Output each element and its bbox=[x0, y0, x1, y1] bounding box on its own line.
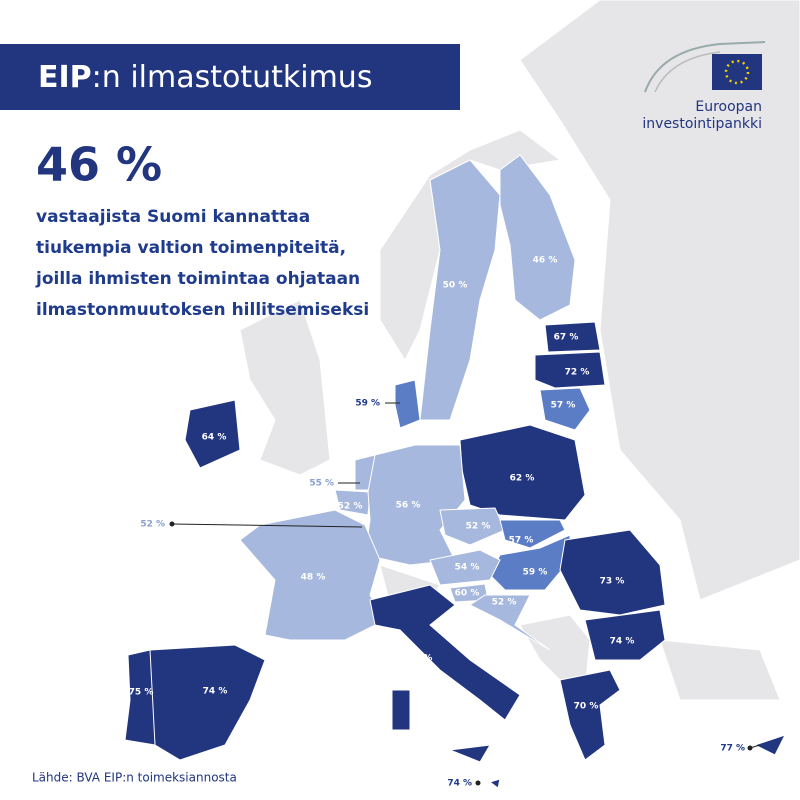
value-label: 60 % bbox=[455, 589, 480, 599]
country bbox=[184, 399, 241, 469]
headline-text: vastaajista Suomi kannattaa bbox=[36, 207, 310, 227]
logo-arc bbox=[644, 41, 766, 93]
eu-flag bbox=[712, 54, 762, 90]
country bbox=[559, 529, 666, 616]
value-label: 59 % bbox=[355, 399, 380, 409]
dot bbox=[169, 521, 175, 527]
country bbox=[488, 778, 501, 789]
value-label: 52 % bbox=[338, 502, 363, 512]
dot bbox=[475, 780, 481, 786]
headline-text: joilla ihmisten toimintaa ohjataan bbox=[35, 269, 360, 289]
country bbox=[391, 689, 411, 731]
title-band bbox=[0, 44, 460, 110]
title: EIP:n ilmastotutkimus bbox=[38, 60, 372, 95]
logo-text: investointipankki bbox=[642, 116, 762, 132]
country bbox=[369, 584, 521, 721]
value-label: 57 % bbox=[551, 401, 576, 411]
logo-arc bbox=[654, 51, 721, 93]
headline-figure: 46 % bbox=[36, 138, 162, 192]
map-labels: 46 % 50 % 67 % 72 % 57 % 59 % 64 % 62 % … bbox=[129, 256, 745, 789]
country bbox=[334, 489, 371, 516]
value-label: 70 % bbox=[574, 702, 599, 712]
value-label: 75 % bbox=[129, 688, 154, 698]
country bbox=[239, 509, 386, 641]
country bbox=[449, 744, 491, 763]
value-label: 52 % bbox=[140, 520, 165, 530]
dot bbox=[747, 745, 753, 751]
value-label: 52 % bbox=[492, 598, 517, 608]
value-label: 74 % bbox=[203, 687, 228, 697]
country bbox=[429, 549, 501, 586]
value-label: 75 % bbox=[408, 654, 433, 664]
country bbox=[544, 321, 601, 353]
value-label: 57 % bbox=[509, 536, 534, 546]
value-label: 54 % bbox=[455, 563, 480, 573]
eu-countries bbox=[124, 154, 786, 789]
country bbox=[459, 424, 586, 521]
value-label: 46 % bbox=[533, 256, 558, 266]
value-label: 73 % bbox=[600, 577, 625, 587]
headline-text: tiukempia valtion toimenpiteitä, bbox=[36, 238, 346, 258]
title-rest: :n ilmastotutkimus bbox=[92, 60, 373, 95]
value-label: 77 % bbox=[720, 744, 745, 754]
country bbox=[539, 387, 591, 431]
value-label: 48 % bbox=[301, 573, 326, 583]
eu-stars bbox=[724, 59, 750, 85]
land bbox=[519, 0, 800, 601]
country bbox=[753, 734, 786, 756]
logo-text: Euroopan bbox=[695, 99, 762, 115]
country bbox=[499, 519, 566, 549]
value-label: 59 % bbox=[523, 568, 548, 578]
value-label: 62 % bbox=[510, 474, 535, 484]
source: Lähde: BVA EIP:n toimeksiannosta bbox=[32, 771, 237, 785]
value-label: 72 % bbox=[565, 368, 590, 378]
country bbox=[469, 594, 551, 651]
title-bold: EIP bbox=[38, 60, 92, 95]
land bbox=[659, 639, 781, 701]
value-label: 56 % bbox=[396, 501, 421, 511]
value-label: 67 % bbox=[554, 333, 579, 343]
country bbox=[584, 609, 666, 661]
country bbox=[394, 379, 421, 429]
logo: Euroopan investointipankki bbox=[642, 41, 766, 132]
country bbox=[499, 154, 576, 321]
value-label: 55 % bbox=[309, 479, 334, 489]
land bbox=[239, 299, 331, 476]
country bbox=[124, 649, 156, 746]
leader bbox=[171, 523, 363, 528]
leader-lines bbox=[169, 402, 761, 786]
headline-text: ilmastonmuutoksen hillitsemiseksi bbox=[36, 300, 369, 320]
value-label: 52 % bbox=[466, 522, 491, 532]
value-label: 74 % bbox=[447, 779, 472, 789]
country bbox=[534, 351, 606, 389]
value-label: 64 % bbox=[202, 433, 227, 443]
country bbox=[489, 534, 571, 591]
value-label: 50 % bbox=[443, 281, 468, 291]
country bbox=[419, 159, 501, 421]
country bbox=[439, 507, 506, 546]
value-label: 74 % bbox=[610, 637, 635, 647]
country bbox=[559, 669, 621, 761]
